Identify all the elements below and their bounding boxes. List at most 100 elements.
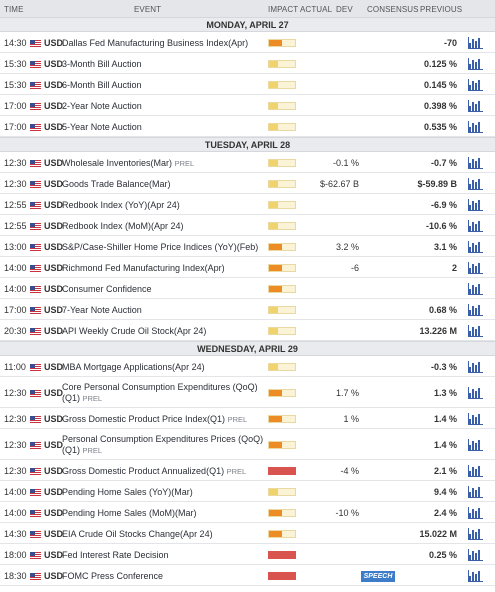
event-name[interactable]: Core Personal Consumption Expenditures (… [62,382,258,404]
chart-icon[interactable] [468,240,484,253]
event-currency: USD [44,304,64,315]
impact-bar-low [268,487,296,496]
event-row[interactable]: 12:30 USD Gross Domestic Product Price Ind… [0,408,495,429]
event-row[interactable]: 18:00 USD Fed Interest Rate Decision 0.25 % [0,544,495,565]
chart-icon[interactable] [468,198,484,211]
chart-icon[interactable] [468,412,484,425]
event-name[interactable]: Wholesale Inventories(Mar) PREL [62,158,194,169]
event-name[interactable]: Redbook Index (MoM)(Apr 24) [62,221,184,232]
event-row[interactable]: 14:00 USD Richmond Fed Manufacturing Index… [0,257,495,278]
event-currency: USD [44,58,64,69]
chart-icon[interactable] [468,261,484,274]
event-row[interactable]: 11:00 USD MBA Mortgage Applications(Apr 24… [0,356,495,377]
event-currency: USD [44,199,64,210]
event-name[interactable]: FOMC Press Conference [62,571,163,582]
event-row[interactable]: 12:55 USD Redbook Index (YoY)(Apr 24) -6.9 … [0,194,495,215]
event-name[interactable]: Gross Domestic Product Annualized(Q1) PR… [62,466,246,477]
speech-badge[interactable]: SPEECH [361,570,395,582]
event-time: 14:30 [4,528,27,539]
event-row[interactable]: 17:00 USD 5-Year Note Auction 0.535 % [0,116,495,137]
event-row[interactable]: 17:00 USD 7-Year Note Auction 0.68 % [0,299,495,320]
chart-icon[interactable] [468,386,484,399]
event-name[interactable]: API Weekly Crude Oil Stock(Apr 24) [62,326,206,337]
event-row[interactable]: 20:30 USD API Weekly Crude Oil Stock(Apr 2… [0,320,495,341]
event-name[interactable]: MBA Mortgage Applications(Apr 24) [62,362,205,373]
event-name[interactable]: Pending Home Sales (YoY)(Mar) [62,487,193,498]
event-name[interactable]: Redbook Index (YoY)(Apr 24) [62,200,180,211]
event-row[interactable]: 18:30 USD FOMC Press Conference SPEECH [0,565,495,586]
chart-icon[interactable] [468,120,484,133]
event-row[interactable]: 15:30 USD 6-Month Bill Auction 0.145 % [0,74,495,95]
chart-icon[interactable] [468,156,484,169]
previous-value: 2 [451,262,457,273]
event-currency: USD [44,37,64,48]
chart-icon[interactable] [468,527,484,540]
event-row[interactable]: 14:00 USD Pending Home Sales (YoY)(Mar) 9.4… [0,481,495,502]
event-name-text: Redbook Index (YoY)(Apr 24) [62,199,180,210]
event-name[interactable]: Consumer Confidence [62,284,152,295]
chart-icon[interactable] [468,548,484,561]
us-flag-icon [30,551,41,559]
impact-fill [269,441,282,448]
chart-icon[interactable] [468,360,484,373]
event-name[interactable]: Dallas Fed Manufacturing Business Index(… [62,38,248,49]
us-flag-icon [30,123,41,131]
event-name[interactable]: 2-Year Note Auction [62,101,142,112]
chart-icon[interactable] [468,36,484,49]
chart-icon[interactable] [468,177,484,190]
impact-bar-low [268,362,296,371]
event-row[interactable]: 12:30 USD Core Personal Consumption Expend… [0,377,495,408]
event-name[interactable]: 7-Year Note Auction [62,305,142,316]
event-name-text: Redbook Index (MoM)(Apr 24) [62,220,184,231]
consensus-value: 1 % [343,413,359,424]
chart-icon[interactable] [468,57,484,70]
chart-icon[interactable] [468,219,484,232]
event-row[interactable]: 12:30 USD Personal Consumption Expenditure… [0,429,495,460]
event-row[interactable]: 14:30 USD Dallas Fed Manufacturing Busines… [0,32,495,53]
event-name[interactable]: 5-Year Note Auction [62,122,142,133]
event-currency: USD [44,220,64,231]
previous-value: 0.68 % [428,304,457,315]
event-name[interactable]: Personal Consumption Expenditures Prices… [62,434,263,456]
event-row[interactable]: 12:30 USD Goods Trade Balance(Mar) $-62.67 … [0,173,495,194]
event-name[interactable]: Richmond Fed Manufacturing Index(Apr) [62,263,225,274]
chart-icon[interactable] [468,464,484,477]
chart-icon[interactable] [468,569,484,582]
impact-bar-medium [268,38,296,47]
event-row[interactable]: 12:30 USD Wholesale Inventories(Mar) PREL -… [0,152,495,173]
event-name[interactable]: Gross Domestic Product Price Index(Q1) P… [62,414,247,425]
chart-icon[interactable] [468,99,484,112]
chart-icon[interactable] [468,303,484,316]
event-row[interactable]: 14:00 USD Pending Home Sales (MoM)(Mar) -10… [0,502,495,523]
event-time: 12:30 [4,439,27,450]
event-row[interactable]: 13:00 USD S&P/Case-Shiller Home Price Indi… [0,236,495,257]
us-flag-icon [30,201,41,209]
day-header: WEDNESDAY, APRIL 29 [0,341,495,356]
event-currency: USD [44,507,64,518]
impact-bar-medium [268,388,296,397]
event-currency: USD [44,79,64,90]
event-name[interactable]: Pending Home Sales (MoM)(Mar) [62,508,197,519]
event-currency: USD [44,157,64,168]
event-name[interactable]: EIA Crude Oil Stocks Change(Apr 24) [62,529,213,540]
chart-icon[interactable] [468,506,484,519]
impact-fill [269,102,278,109]
event-row[interactable]: 14:30 USD EIA Crude Oil Stocks Change(Apr … [0,523,495,544]
chart-icon[interactable] [468,324,484,337]
chart-icon[interactable] [468,438,484,451]
chart-icon[interactable] [468,282,484,295]
us-flag-icon [30,363,41,371]
event-name[interactable]: 6-Month Bill Auction [62,80,142,91]
event-name[interactable]: Fed Interest Rate Decision [62,550,169,561]
event-name[interactable]: S&P/Case-Shiller Home Price Indices (YoY… [62,242,258,253]
chart-icon[interactable] [468,485,484,498]
event-row[interactable]: 12:30 USD Gross Domestic Product Annualize… [0,460,495,481]
impact-bar-medium [268,284,296,293]
chart-icon[interactable] [468,78,484,91]
event-row[interactable]: 15:30 USD 3-Month Bill Auction 0.125 % [0,53,495,74]
event-row[interactable]: 17:00 USD 2-Year Note Auction 0.398 % [0,95,495,116]
event-name[interactable]: 3-Month Bill Auction [62,59,142,70]
event-name[interactable]: Goods Trade Balance(Mar) [62,179,171,190]
event-row[interactable]: 12:55 USD Redbook Index (MoM)(Apr 24) -10.6… [0,215,495,236]
event-row[interactable]: 14:00 USD Consumer Confidence [0,278,495,299]
